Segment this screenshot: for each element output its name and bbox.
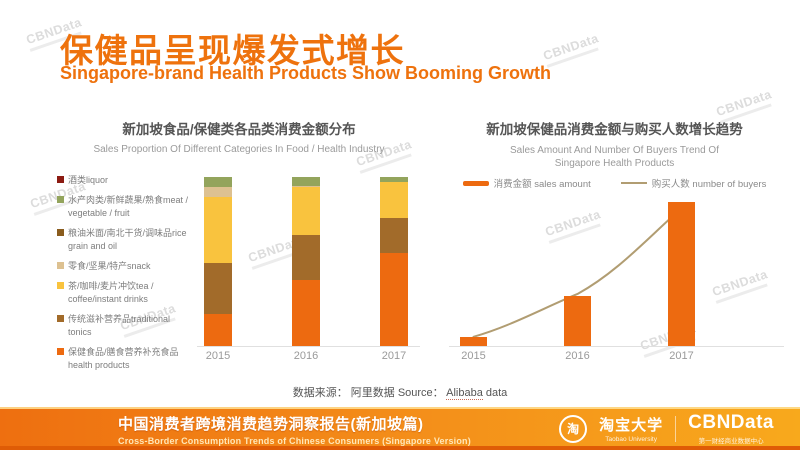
data-source-note: 数据来源： 阿里数据 Source： Alibaba data [0,384,800,400]
left-chart-title: 新加坡食品/保健类各品类消费金额分布 [122,122,356,137]
legend-swatch [57,315,64,322]
buyers-line-swatch [620,182,647,184]
legend-item: 酒类liquor [57,174,189,187]
legend-item: 传统滋补营养品traditional tonics [57,313,189,339]
bar-segment [380,182,408,218]
legend-label: 茶/咖啡/麦片冲饮tea / coffee/instant drinks [68,281,154,304]
legend-swatch [57,282,64,289]
x-tick-label: 2015 [205,350,231,362]
legend-label: 消费金额 sales amount [493,179,591,190]
legend-label: 水产肉类/新鲜蔬果/熟食meat / vegetable / fruit [68,195,189,218]
stacked-bar-2016 [292,177,320,346]
bar-segment [292,185,320,188]
legend-item-sales-amount: 消费金额 sales amount [462,176,591,190]
legend-item: 粮油米面/南北干货/调味品rice grain and oil [57,227,189,253]
footer-bar: 中国消费者跨境消费趋势洞察报告(新加坡篇) Cross-Border Consu… [0,407,800,450]
legend-swatch [57,348,64,355]
sales-bar-2017 [668,202,695,346]
bar-segment [204,197,232,264]
footer-bottom-edge [0,446,800,450]
right-chart-plot [449,193,784,347]
legend-swatch [57,229,64,236]
x-tick-label: 2015 [461,350,486,362]
legend-item: 保健食品/膳食营养补充食品 health products [57,346,189,372]
x-tick-label: 2017 [669,350,694,362]
taobao-university-sub: Taobao University [605,436,657,443]
right-chart-legend: 消费金额 sales amount 购买人数 number of buyers [437,176,792,190]
legend-label: 保健食品/膳食营养补充食品 health products [68,347,179,370]
x-tick-label: 2016 [565,350,590,362]
legend-item: 水产肉类/新鲜蔬果/熟食meat / vegetable / fruit [57,194,189,220]
footer-divider [675,415,677,442]
left-chart-legend: 酒类liquor 水产肉类/新鲜蔬果/熟食meat / vegetable / f… [57,174,189,372]
x-tick-label: 2016 [293,350,319,362]
legend-swatch [57,176,64,183]
buyers-trend-line [472,207,683,338]
bar-segment [292,280,320,346]
bar-segment [292,234,320,281]
legend-item-number-of-buyers: 购买人数 number of buyers [620,176,767,190]
source-suffix: data [482,387,508,399]
taobao-university-icon: 淘 [559,414,588,443]
sales-amount-swatch [462,180,489,186]
legend-item: 茶/咖啡/麦片冲饮tea / coffee/instant drinks [57,280,189,306]
legend-label: 零食/坚果/特产snack [68,261,151,271]
stacked-bar-2015 [204,177,232,346]
bar-segment [380,253,408,346]
right-chart-subtitle-line1: Sales Amount And Number Of Buyers Trend … [510,145,719,156]
source-prefix: 数据来源： 阿里数据 Source： [292,387,447,399]
page-subtitle: Singapore-brand Health Products Show Boo… [60,63,552,83]
cbndata-sub: 第一财经商业数据中心 [698,438,764,445]
bar-segment [204,313,232,346]
stacked-bar-2017 [380,176,408,346]
legend-label: 酒类liquor [68,175,109,185]
bar-segment [380,217,408,253]
bar-segment [292,187,320,235]
left-chart-subtitle: Sales Proportion Of Different Categories… [93,144,385,155]
left-chart-plot [197,173,420,347]
taobao-university-logo: 淘宝大学 [599,417,664,434]
footer-brand-area: 淘 淘宝大学 Taobao University CBNData 第一财经商业数… [559,412,774,445]
legend-swatch [57,196,64,203]
page-title: 保健品呈现爆发式增长 [60,32,405,69]
right-chart-title: 新加坡保健品消费金额与购买人数增长趋势 [486,122,743,137]
legend-label: 购买人数 number of buyers [651,179,767,190]
bar-segment [204,187,232,198]
legend-label: 粮油米面/南北干货/调味品rice grain and oil [68,228,187,251]
report-title-zh: 中国消费者跨境消费趋势洞察报告(新加坡篇) [118,416,424,433]
bar-segment [204,177,232,188]
sales-bar-2015 [460,336,487,346]
left-chart-panel: 新加坡食品/保健类各品类消费金额分布 Sales Proportion Of D… [55,118,423,376]
right-chart-panel: 新加坡保健品消费金额与购买人数增长趋势 Sales Amount And Num… [437,118,792,376]
x-tick-label: 2017 [381,350,407,362]
bar-segment [292,177,320,186]
legend-item: 零食/坚果/特产snack [57,260,189,273]
legend-swatch [57,262,64,269]
footer-report-title: 中国消费者跨境消费趋势洞察报告(新加坡篇) Cross-Border Consu… [118,413,471,446]
right-chart-subtitle-line2: Singapore Health Products [554,158,675,169]
cbndata-logo: CBNData [688,412,774,433]
sales-bar-2016 [564,295,591,346]
footer-top-edge [0,407,800,409]
alibaba-link[interactable]: Alibaba [446,387,483,400]
legend-label: 传统滋补营养品traditional tonics [68,314,171,337]
bar-segment [204,263,232,314]
bar-segment [380,176,408,182]
report-title-en: Cross-Border Consumption Trends of Chine… [118,436,471,446]
